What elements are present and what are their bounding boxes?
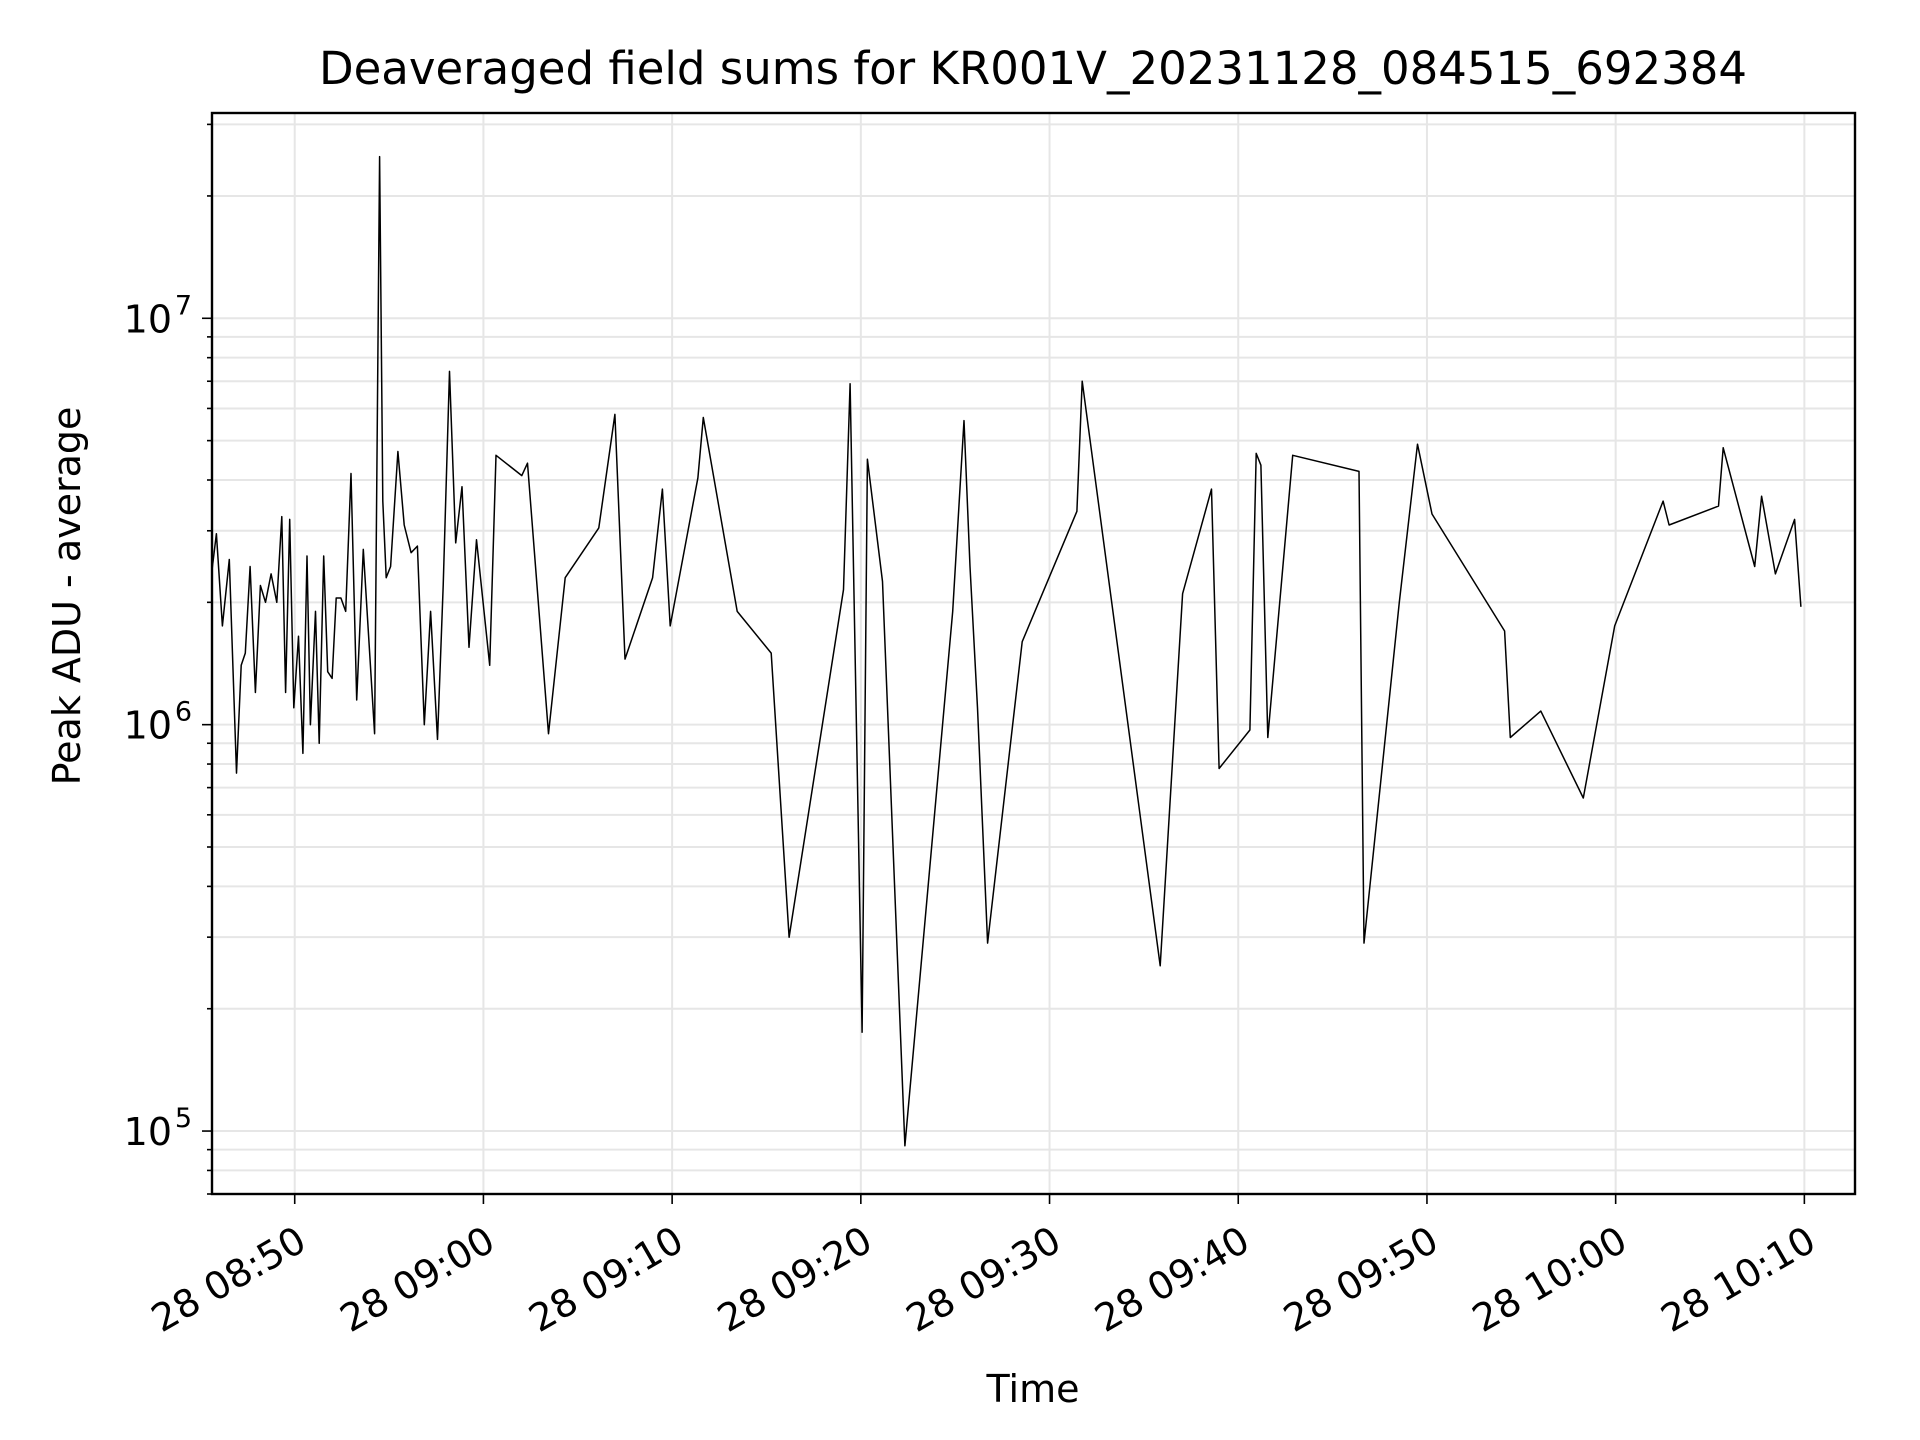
y-tick-label-exponent: 5: [175, 1103, 192, 1134]
y-tick-label: 10: [124, 704, 172, 748]
y-tick-label: 10: [124, 297, 172, 341]
x-axis-label: Time: [986, 1367, 1080, 1411]
plot-frame: [210, 111, 1857, 1196]
series-line: [211, 155, 1802, 1147]
y-tick-label-base: 10: [124, 1110, 172, 1154]
grid: [212, 113, 1855, 1195]
y-tick-label-base: 10: [124, 704, 172, 748]
y-tick-label-exponent: 6: [175, 697, 192, 728]
y-tick-label: 10: [124, 1110, 172, 1154]
chart-title: Deaveraged field sums for KR001V_2023112…: [319, 42, 1747, 95]
y-axis-label: Peak ADU - average: [45, 407, 89, 786]
y-tick-label-base: 10: [124, 297, 172, 341]
y-tick-label-exponent: 7: [175, 290, 192, 321]
